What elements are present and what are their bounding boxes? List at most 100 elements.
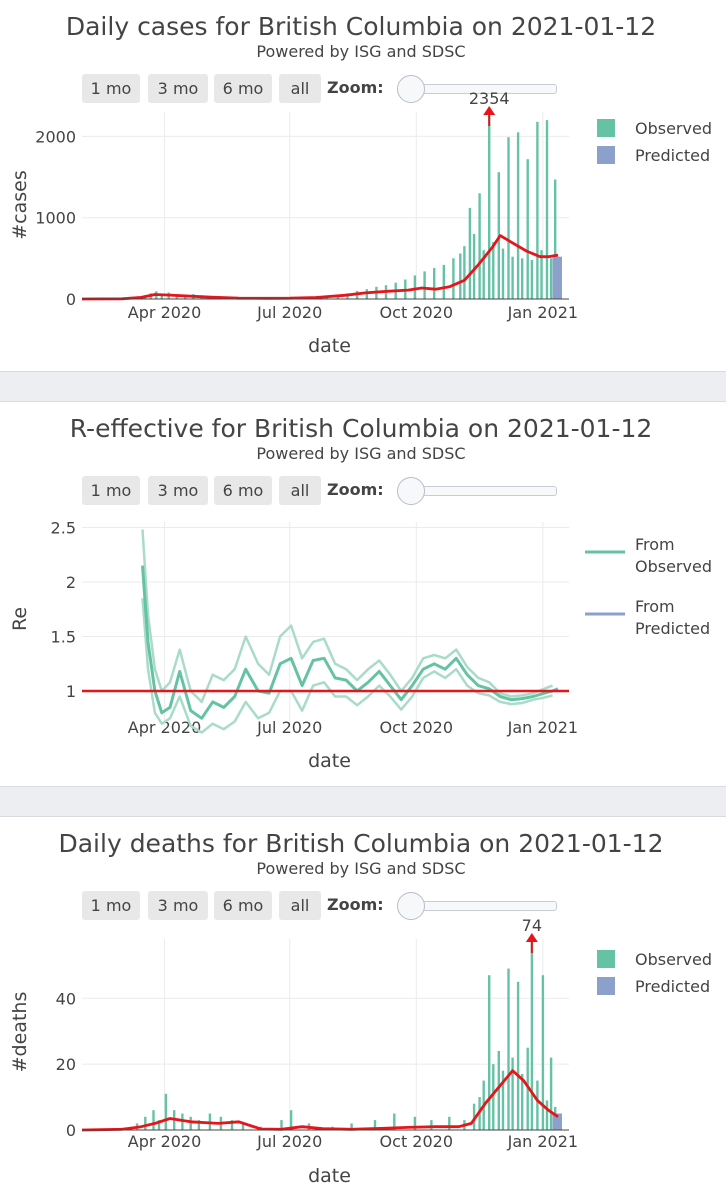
observed-bar [144,1116,147,1130]
y-tick-label: 20 [56,1055,76,1074]
range-1mo-button[interactable]: 1 mo [82,476,140,505]
observed-bar [442,264,445,299]
chart-subtitle: Powered by ISG and SDSC [256,859,466,878]
observed-bar [430,1120,433,1130]
x-axis-title: date [308,750,351,772]
x-tick-label: Jan 2021 [507,303,578,322]
zoom-label: Zoom: [327,895,384,914]
observed-bar [478,193,481,299]
observed-bar [152,1110,155,1130]
y-axis-title: #cases [9,170,31,240]
x-axis-title: date [308,1165,351,1187]
observed-bar [230,1120,234,1130]
legend-label: Predicted [635,977,710,996]
zoom-slider-handle[interactable] [397,75,425,103]
x-tick-label: Jan 2021 [507,718,578,737]
observed-bar [554,179,557,299]
observed-bar [526,159,529,299]
panel-divider [0,786,726,817]
x-tick-label: Apr 2020 [128,303,201,322]
range-1mo-button[interactable]: 1 mo [82,891,140,920]
range-6mo-button[interactable]: 6 mo [214,476,272,505]
observed-bar [157,1120,161,1130]
observed-bar [413,1116,417,1130]
range-6mo-button[interactable]: 6 mo [214,891,272,920]
legend-label: Observed [635,557,712,576]
x-tick-label: Oct 2020 [380,303,453,322]
peak-arrow-head [525,933,538,942]
observed-bar [468,207,472,299]
predicted-bar [554,1113,562,1130]
x-tick-label: Oct 2020 [380,718,453,737]
observed-bar [507,137,510,299]
observed-bar [160,294,163,299]
cases-panel: Daily cases for British Columbia on 2021… [0,0,726,371]
x-axis-title: date [308,335,351,357]
range-3mo-button[interactable]: 3 mo [148,74,208,103]
trend-line [81,1069,559,1132]
observed-bar [413,275,417,299]
legend-label: Predicted [635,619,710,638]
chart-subtitle: Powered by ISG and SDSC [256,444,466,463]
observed-bar [530,260,534,299]
observed-bar [448,1116,451,1130]
x-tick-label: Jul 2020 [256,303,322,322]
legend-swatch-predicted [597,977,615,995]
observed-bar [507,968,510,1130]
predicted-bar [554,256,562,299]
observed-bar [536,121,539,299]
legend-swatch-observed [597,950,615,968]
range-3mo-button[interactable]: 3 mo [148,891,208,920]
observed-bar [280,1120,283,1130]
range-all-button[interactable]: all [279,891,321,920]
y-tick-label: 2000 [35,127,76,146]
range-all-button[interactable]: all [279,476,321,505]
y-axis-title: #deaths [9,992,31,1073]
observed-bar [472,234,476,299]
observed-bar [501,1070,505,1130]
observed-bar [497,1051,500,1130]
legend-label: Predicted [635,146,710,165]
observed-bar [511,1057,514,1130]
range-3mo-button[interactable]: 3 mo [148,476,208,505]
observed-bar [521,1074,524,1130]
observed-bar [433,268,436,299]
observed-bar [350,1123,353,1130]
observed-bar [549,1057,553,1130]
y-tick-label: 1000 [35,209,76,228]
observed-bar [459,253,462,299]
zoom-slider-handle[interactable] [397,477,425,505]
observed-bar [511,256,514,299]
y-tick-label: 1 [66,682,76,701]
observed-bar [540,250,543,299]
observed-bar [516,132,520,299]
observed-bar [545,1100,549,1130]
peak-arrow-head [483,106,496,115]
x-tick-label: Apr 2020 [128,1132,201,1151]
legend-label: Observed [635,950,712,969]
deaths-chart: 0 20 40 Apr 2020 Jul 2020 Oct 2020 Jan 2021 dat… [9,916,712,1187]
observed-bar [492,1064,495,1130]
x-tick-label: Apr 2020 [128,718,201,737]
zoom-slider-handle[interactable] [397,892,425,920]
observed-bar [536,1080,539,1130]
observed-bar [452,258,455,299]
y-tick-label: 0 [66,290,76,309]
observed-bar [393,1113,396,1130]
observed-bar [472,1103,476,1130]
x-tick-label: Jul 2020 [256,718,322,737]
y-tick-label: 2 [66,573,76,592]
range-1mo-button[interactable]: 1 mo [82,74,140,103]
y-axis-title: Re [9,607,31,631]
range-all-button[interactable]: all [279,74,321,103]
legend-label: Observed [635,119,712,138]
trend-line [81,234,559,301]
zoom-label: Zoom: [327,78,384,97]
chart-subtitle: Powered by ISG and SDSC [256,42,466,61]
legend-label: From [635,597,675,616]
range-6mo-button[interactable]: 6 mo [214,74,272,103]
x-tick-label: Oct 2020 [380,1132,453,1151]
observed-bar [516,981,520,1130]
y-tick-label: 40 [56,989,76,1008]
observed-bar [197,1120,201,1130]
